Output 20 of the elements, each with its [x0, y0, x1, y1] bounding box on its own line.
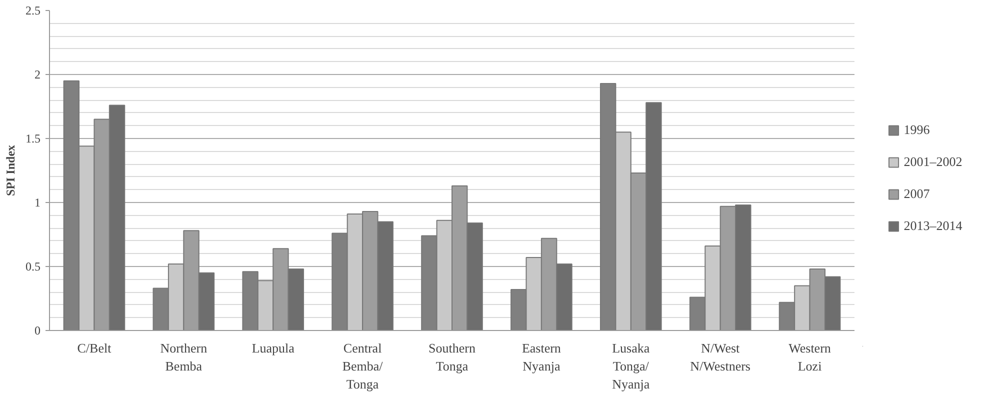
x-tick-label: Lusaka Tonga/ Nyanja [612, 340, 650, 392]
x-tick-label: Central Bemba/ Tonga [342, 340, 384, 392]
x-tick-label: Luapula [252, 340, 295, 356]
x-tick-label: Southern Tonga [428, 340, 476, 374]
y-tick-label: 0 [34, 324, 40, 338]
y-tick-label: 1.5 [26, 132, 40, 146]
legend-label: 1996 [904, 122, 930, 138]
y-tick-label: 1 [34, 196, 40, 210]
legend-label: 2007 [904, 186, 930, 202]
x-tick-label: C/Belt [77, 340, 112, 356]
legend-label: 2013–2014 [904, 218, 962, 234]
x-tick-label: N/West N/Westners [690, 340, 750, 374]
y-tick-label: 2.5 [26, 4, 40, 18]
x-tick-label: Eastern Nyanja [522, 340, 562, 374]
x-tick-label: Northern Bemba [160, 340, 208, 374]
legend-label: 2001–2002 [904, 154, 962, 170]
x-tick-label: Western Lozi [788, 340, 832, 374]
y-tick-label: 0.5 [26, 260, 40, 274]
y-tick-label: 2 [34, 68, 40, 82]
y-axis-title: SPI Index [4, 144, 18, 196]
